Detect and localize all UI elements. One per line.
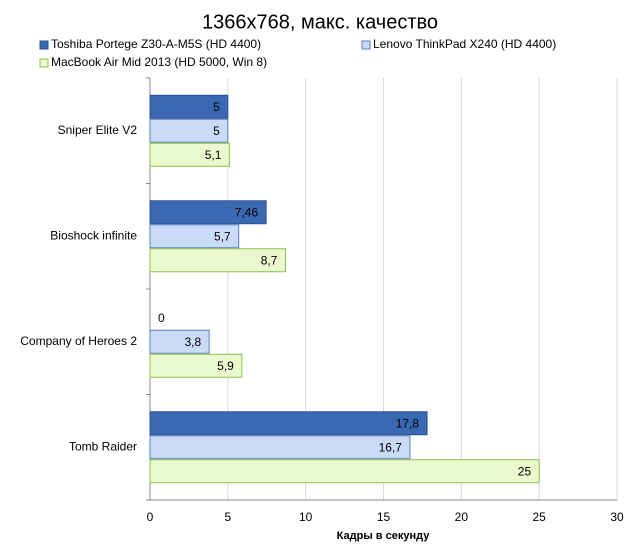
- data-label: 5,9: [217, 359, 234, 373]
- x-tick-label: 10: [299, 510, 313, 524]
- bar: [149, 200, 267, 225]
- data-label: 5,1: [205, 148, 222, 162]
- legend-swatch: [39, 58, 49, 68]
- bar: [149, 224, 240, 249]
- legend-label: MacBook Air Mid 2013 (HD 5000, Win 8): [51, 55, 267, 69]
- y-tick-label: Tomb Raider: [69, 439, 137, 453]
- data-label: 17,8: [396, 416, 420, 430]
- data-label: 5: [213, 124, 220, 138]
- bar: [149, 459, 540, 484]
- data-label: 7,46: [235, 205, 259, 219]
- y-tick-label: Sniper Elite V2: [58, 123, 138, 137]
- x-tick-label: 0: [147, 510, 154, 524]
- y-tick-label: Company of Heroes 2: [20, 334, 137, 348]
- bar: [149, 353, 243, 378]
- data-label: 25: [518, 464, 532, 478]
- data-label: 8,7: [261, 253, 278, 267]
- bar: [149, 435, 411, 460]
- x-axis-label: Кадры в секунду: [337, 530, 431, 542]
- bar: [149, 142, 230, 167]
- chart-title: 1366x768, макс. качество: [202, 11, 438, 33]
- bar: [149, 329, 210, 354]
- legend-label: Lenovo ThinkPad X240 (HD 4400): [373, 37, 556, 51]
- data-label: 0: [158, 311, 165, 325]
- y-tick-label: Bioshock infinite: [50, 228, 137, 242]
- x-tick-label: 20: [455, 510, 469, 524]
- data-label: 3,8: [184, 335, 201, 349]
- legend-swatch: [39, 40, 49, 50]
- bar: [149, 411, 428, 436]
- x-tick-label: 5: [224, 510, 231, 524]
- x-tick-label: 15: [377, 510, 391, 524]
- x-tick-label: 30: [610, 510, 624, 524]
- bar: [149, 248, 286, 273]
- bar: [149, 94, 229, 119]
- x-tick-label: 25: [532, 510, 546, 524]
- legend-swatch: [361, 40, 371, 50]
- legend-label: Toshiba Portege Z30-A-M5S (HD 4400): [51, 37, 261, 51]
- data-label: 5,7: [214, 229, 231, 243]
- data-label: 5: [213, 100, 220, 114]
- bar: [149, 118, 229, 143]
- data-label: 16,7: [379, 440, 403, 454]
